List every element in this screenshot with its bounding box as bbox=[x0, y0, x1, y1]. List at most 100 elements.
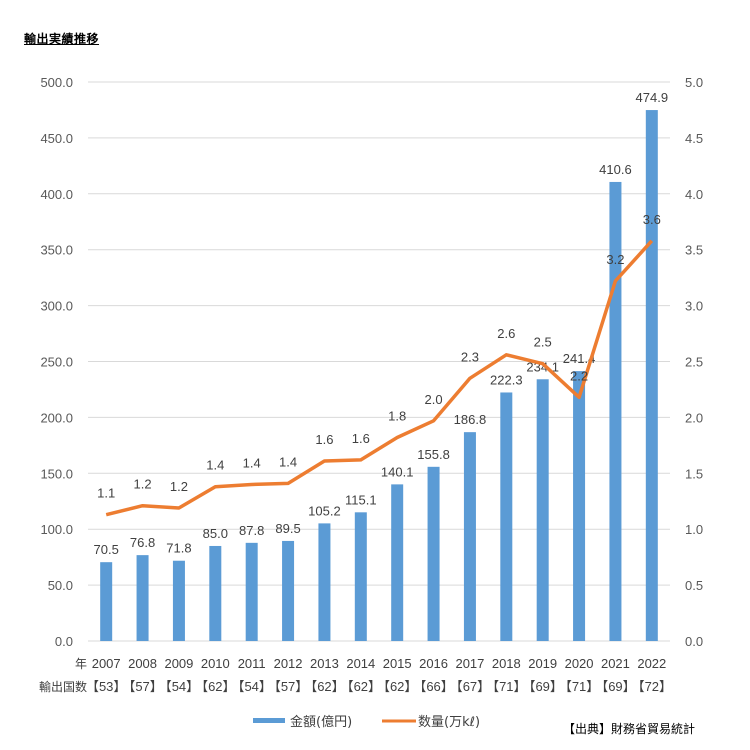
line-data-label: 1.2 bbox=[134, 477, 152, 492]
bar bbox=[500, 392, 513, 641]
line-data-label: 1.6 bbox=[352, 431, 370, 446]
chart-title: 輸出実績推移 bbox=[24, 32, 100, 46]
right-tick-label: 0.5 bbox=[685, 578, 703, 593]
left-tick-label: 500.0 bbox=[40, 75, 73, 90]
left-tick-label: 0.0 bbox=[55, 634, 73, 649]
left-tick-label: 400.0 bbox=[40, 187, 73, 202]
country-count-label: 【62】 bbox=[377, 679, 417, 694]
line-data-label: 1.2 bbox=[170, 479, 188, 494]
bar bbox=[609, 181, 622, 641]
bar bbox=[536, 379, 549, 641]
right-tick-label: 3.5 bbox=[685, 243, 703, 258]
countries-row-label: 輸出国数 bbox=[39, 679, 87, 694]
left-tick-label: 250.0 bbox=[40, 355, 73, 370]
bar bbox=[100, 562, 113, 641]
x-row-label: 年 bbox=[75, 657, 87, 671]
line-data-label: 2.0 bbox=[425, 392, 443, 407]
right-tick-label: 4.0 bbox=[685, 187, 703, 202]
country-count-label: 【53】 bbox=[86, 679, 126, 694]
line-data-label: 1.6 bbox=[315, 432, 333, 447]
right-tick-label: 3.0 bbox=[685, 299, 703, 314]
left-tick-label: 150.0 bbox=[40, 466, 73, 481]
country-count-label: 【69】 bbox=[522, 679, 562, 694]
legend: 金額(億円) 数量(万kℓ) bbox=[253, 714, 480, 730]
bar-data-label: 76.8 bbox=[130, 535, 155, 550]
country-count-label: 【62】 bbox=[341, 679, 381, 694]
country-count-label: 【62】 bbox=[195, 679, 235, 694]
x-tick-label: 2014 bbox=[346, 656, 375, 671]
country-count-label: 【67】 bbox=[450, 679, 490, 694]
right-tick-label: 2.5 bbox=[685, 355, 703, 370]
x-tick-label: 2015 bbox=[383, 656, 412, 671]
bar bbox=[354, 512, 367, 641]
line-data-label: 3.6 bbox=[643, 212, 661, 227]
left-tick-label: 450.0 bbox=[40, 131, 73, 146]
left-tick-label: 50.0 bbox=[48, 578, 73, 593]
right-tick-label: 1.5 bbox=[685, 466, 703, 481]
country-count-label: 【57】 bbox=[122, 679, 162, 694]
bar bbox=[463, 432, 476, 641]
line-data-label: 1.4 bbox=[206, 458, 224, 473]
bar bbox=[136, 555, 149, 641]
bar-data-label: 474.9 bbox=[636, 90, 669, 105]
bar-data-label: 410.6 bbox=[599, 162, 632, 177]
bar-data-label: 241.4 bbox=[563, 351, 596, 366]
line-data-labels: 1.1 1.2 1.2 1.4 1.4 1.4 1.6 1.6 1.8 2.0 2.3 2.6 2.5 2… bbox=[97, 212, 661, 501]
line-data-label: 2.6 bbox=[497, 326, 515, 341]
bar-data-label: 115.1 bbox=[345, 492, 377, 507]
right-axis: 0.0 0.5 1.0 1.5 2.0 2.5 3.0 3.5 4.0 4.5 5.0 bbox=[685, 75, 703, 649]
line-data-label: 2.3 bbox=[461, 349, 479, 364]
country-count-label: 【57】 bbox=[268, 679, 308, 694]
line-data-label: 3.2 bbox=[606, 252, 624, 267]
bar-data-label: 85.0 bbox=[203, 526, 228, 541]
x-tick-label: 2013 bbox=[310, 656, 339, 671]
line-data-label: 1.4 bbox=[279, 454, 297, 469]
bar-data-label: 186.8 bbox=[454, 412, 487, 427]
bar bbox=[391, 484, 404, 641]
left-tick-label: 300.0 bbox=[40, 299, 73, 314]
left-tick-label: 200.0 bbox=[40, 410, 73, 425]
left-axis: 0.0 50.0 100.0 150.0 200.0 250.0 300.0 350.0 400… bbox=[40, 75, 73, 649]
bar-series bbox=[100, 110, 658, 642]
bar-data-label: 105.2 bbox=[308, 503, 341, 518]
bar-data-label: 71.8 bbox=[166, 541, 191, 556]
line-data-label: 1.1 bbox=[97, 486, 115, 501]
country-count-label: 【66】 bbox=[413, 679, 453, 694]
bar bbox=[645, 110, 658, 642]
bar-data-label: 140.1 bbox=[381, 464, 414, 479]
bar bbox=[172, 560, 185, 641]
right-tick-label: 0.0 bbox=[685, 634, 703, 649]
x-tick-label: 2008 bbox=[128, 656, 157, 671]
bar bbox=[318, 523, 331, 641]
bar bbox=[209, 545, 222, 641]
legend-label-line: 数量(万kℓ) bbox=[418, 715, 480, 730]
x-tick-label: 2022 bbox=[637, 656, 666, 671]
bar-data-label: 70.5 bbox=[94, 542, 119, 557]
source-note: 【出典】財務省貿易統計 bbox=[563, 721, 695, 736]
right-tick-label: 5.0 bbox=[685, 75, 703, 90]
x-tick-label: 2010 bbox=[201, 656, 230, 671]
bar-data-label: 155.8 bbox=[417, 447, 450, 462]
bar-data-labels: 70.5 76.8 71.885.0 87.8 89.5105.2115.1140.11… bbox=[94, 90, 669, 557]
country-count-label: 【71】 bbox=[486, 679, 526, 694]
line-data-label: 2.5 bbox=[534, 335, 552, 350]
country-count-label: 【71】 bbox=[559, 679, 599, 694]
bar-data-label: 222.3 bbox=[490, 372, 523, 387]
x-tick-label: 2020 bbox=[565, 656, 594, 671]
legend-swatch-bar bbox=[253, 718, 285, 723]
country-count-label: 【69】 bbox=[595, 679, 635, 694]
right-tick-label: 1.0 bbox=[685, 522, 703, 537]
country-count-label: 【62】 bbox=[304, 679, 344, 694]
x-tick-label: 2007 bbox=[92, 656, 121, 671]
line-data-label: 1.4 bbox=[243, 455, 261, 470]
country-count-label: 【54】 bbox=[159, 679, 199, 694]
bar-data-label: 89.5 bbox=[275, 521, 300, 536]
bar bbox=[573, 371, 586, 641]
x-tick-label: 2011 bbox=[238, 656, 266, 671]
x-tick-label: 2012 bbox=[274, 656, 303, 671]
left-tick-label: 100.0 bbox=[40, 522, 73, 537]
gridlines bbox=[88, 81, 670, 642]
x-tick-label: 2018 bbox=[492, 656, 521, 671]
country-count-label: 【72】 bbox=[632, 679, 672, 694]
line-series bbox=[105, 239, 654, 517]
